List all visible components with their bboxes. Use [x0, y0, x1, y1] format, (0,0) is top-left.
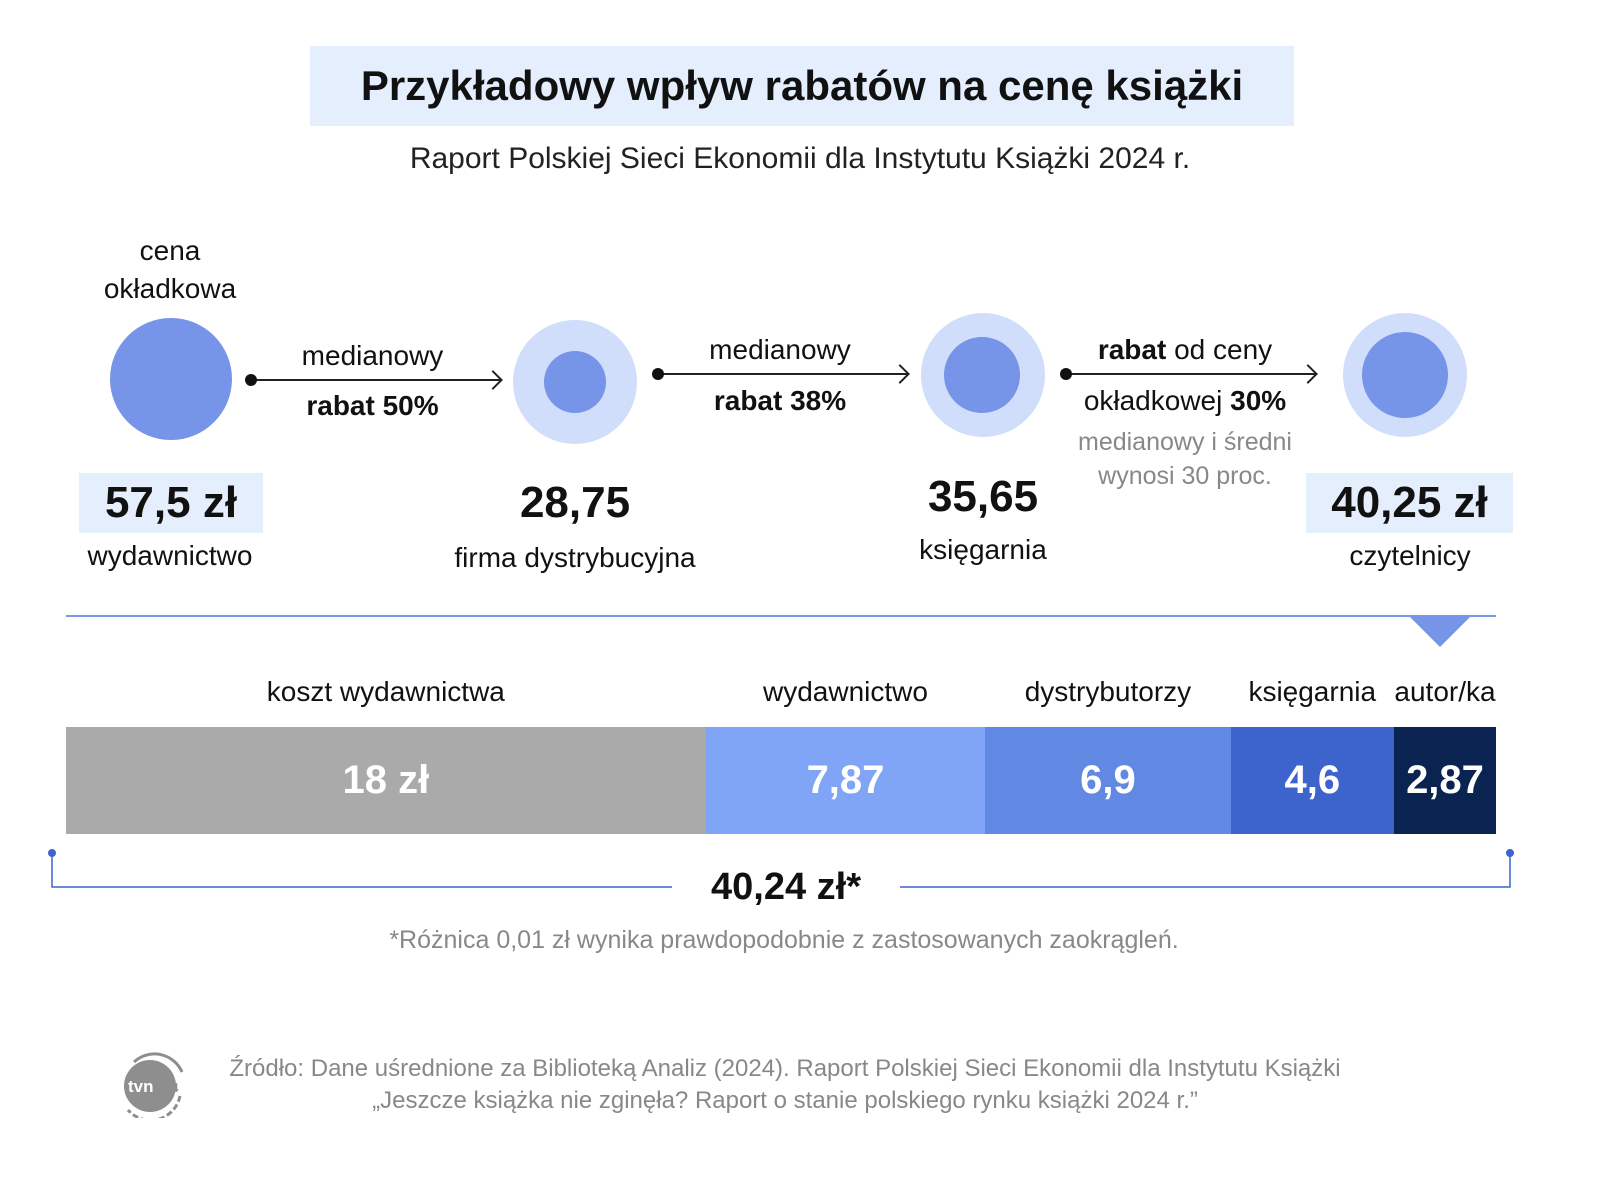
publisher-label: wydawnictwo	[87, 540, 253, 571]
total-value: 40,24 zł*	[711, 866, 861, 908]
bar-value-label: 7,87	[806, 758, 885, 802]
arrow-2	[652, 368, 907, 380]
tvn24-logo: tvn 24	[120, 1052, 186, 1122]
bar-segment: 2,87	[1394, 727, 1496, 834]
bar-segment: 18 zł	[66, 727, 706, 834]
bar-category-label: autor/ka	[1394, 676, 1496, 707]
divider	[66, 615, 1496, 617]
publisher-price: 57,5 zł	[79, 473, 263, 533]
bar-category-label: księgarnia	[1248, 676, 1377, 707]
arrow-1-discount: rabat 50%	[306, 390, 439, 421]
bar-value-label: 6,9	[1080, 758, 1136, 802]
arrow-2-discount: rabat 38%	[713, 385, 847, 416]
distributor-circle	[513, 320, 637, 444]
footnote: *Różnica 0,01 zł wynika prawdopodobnie z…	[389, 926, 1179, 954]
arrow-3-note-1: medianowy i średni	[1078, 428, 1292, 456]
page-title: Przykładowy wpływ rabatów na cenę książk…	[310, 46, 1294, 126]
source-line-2: „Jeszcze książka nie zginęła? Raport o s…	[372, 1087, 1198, 1114]
arrow-2-label: medianowy	[709, 334, 851, 365]
total-bracket	[48, 849, 1514, 888]
source-line-1: Źródło: Dane uśrednione za Biblioteką An…	[229, 1055, 1341, 1082]
reader-price: 40,25 zł	[1306, 473, 1513, 533]
bar-category-label: wydawnictwo	[763, 676, 928, 707]
reader-circle	[1343, 313, 1467, 437]
bar-value-label: 2,87	[1406, 758, 1484, 802]
arrow-3-label: rabat od ceny	[1097, 334, 1273, 365]
publisher-circle	[110, 318, 232, 440]
bar-segment: 6,9	[985, 727, 1231, 834]
arrow-1	[245, 374, 500, 386]
svg-text:24: 24	[164, 1080, 179, 1095]
bar-value-label: 18 zł	[342, 758, 430, 802]
reader-label: czytelnicy	[1349, 540, 1471, 571]
bar-value-label: 4,6	[1284, 758, 1341, 802]
bar-segment: 7,87	[705, 727, 986, 834]
distributor-label: firma dystrybucyjna	[454, 542, 696, 573]
bookstore-label: księgarnia	[919, 534, 1047, 565]
pointer-triangle	[1409, 616, 1471, 647]
bar-category-label: dystrybutorzy	[1024, 676, 1192, 707]
bookstore-price: 35,65	[927, 472, 1039, 521]
subtitle: Raport Polskiej Sieci Ekonomii dla Insty…	[409, 142, 1191, 175]
cover-price-label: cena okładkowa	[103, 235, 237, 304]
arrow-3	[1060, 368, 1315, 380]
arrow-3-discount: okładkowej 30%	[1083, 385, 1287, 416]
arrow-1-label: medianowy	[301, 340, 444, 371]
svg-text:tvn: tvn	[128, 1077, 154, 1096]
bar-category-label: koszt wydawnictwa	[266, 676, 505, 707]
arrow-3-note-2: wynosi 30 proc.	[1098, 462, 1272, 490]
bar-segment: 4,6	[1230, 727, 1394, 834]
bookstore-circle	[921, 313, 1045, 437]
distributor-price: 28,75	[519, 478, 631, 527]
